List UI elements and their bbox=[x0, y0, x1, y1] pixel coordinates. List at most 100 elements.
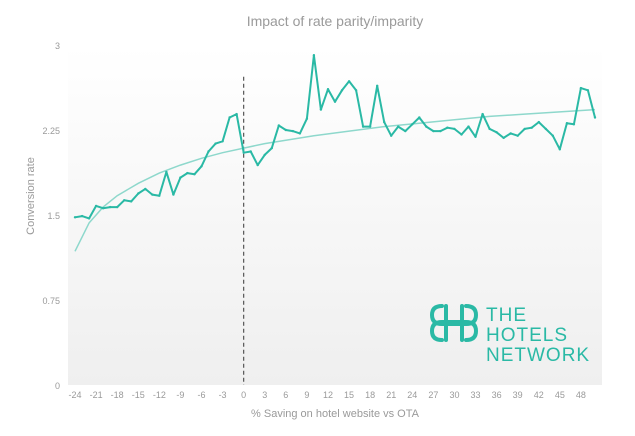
x-tick-label: -3 bbox=[219, 390, 227, 400]
data-point bbox=[586, 89, 590, 92]
x-tick-label: 39 bbox=[513, 390, 523, 400]
data-point bbox=[432, 129, 435, 133]
x-tick-label: 18 bbox=[365, 390, 375, 400]
data-point bbox=[347, 80, 351, 83]
data-point bbox=[87, 217, 91, 220]
data-point bbox=[207, 150, 210, 153]
data-point bbox=[565, 122, 569, 125]
data-point bbox=[333, 100, 337, 103]
data-point bbox=[354, 89, 358, 92]
data-point bbox=[179, 176, 182, 179]
x-tick-label: 3 bbox=[262, 390, 267, 400]
data-point bbox=[593, 116, 597, 119]
x-tick-label: 15 bbox=[344, 390, 354, 400]
data-point bbox=[530, 126, 533, 129]
x-tick-label: 42 bbox=[534, 390, 544, 400]
data-point bbox=[158, 194, 161, 197]
x-tick-label: 0 bbox=[241, 390, 246, 400]
x-tick-label: 9 bbox=[304, 390, 309, 400]
data-point bbox=[558, 148, 561, 151]
x-tick-label: -18 bbox=[111, 390, 124, 400]
trendline bbox=[74, 108, 596, 252]
y-axis-ticks: 0 0.75 1.5 2.25 3 bbox=[42, 41, 60, 391]
data-point bbox=[249, 150, 252, 153]
data-point bbox=[284, 128, 287, 132]
data-point bbox=[242, 151, 245, 154]
x-tick-label: -15 bbox=[132, 390, 145, 400]
x-tick-label: -6 bbox=[197, 390, 205, 400]
data-point bbox=[263, 153, 266, 157]
x-tick-label: 30 bbox=[449, 390, 459, 400]
y-axis-label: Conversion rate bbox=[25, 157, 37, 235]
data-point bbox=[509, 132, 512, 135]
data-point bbox=[109, 205, 112, 209]
data-point bbox=[73, 216, 77, 219]
data-point bbox=[376, 84, 379, 88]
data-point bbox=[130, 200, 133, 203]
logo-text-line1: THE bbox=[486, 305, 527, 326]
data-point bbox=[186, 171, 189, 175]
data-point bbox=[116, 205, 119, 209]
data-point bbox=[502, 136, 505, 140]
data-point bbox=[123, 199, 126, 202]
data-point bbox=[277, 124, 280, 127]
y-tick-label: 3 bbox=[55, 41, 60, 51]
data-point bbox=[572, 123, 576, 126]
data-point bbox=[439, 129, 442, 133]
data-point bbox=[340, 89, 344, 92]
data-point bbox=[256, 163, 259, 167]
data-point bbox=[312, 54, 316, 57]
data-point bbox=[214, 142, 217, 145]
data-point bbox=[94, 204, 98, 208]
y-tick-label: 2.25 bbox=[42, 126, 60, 136]
data-point bbox=[516, 134, 519, 137]
data-point bbox=[151, 193, 154, 196]
data-point bbox=[361, 125, 365, 128]
data-point bbox=[488, 127, 491, 131]
x-tick-label: 27 bbox=[428, 390, 438, 400]
data-point bbox=[144, 187, 147, 191]
x-tick-label: 12 bbox=[323, 390, 333, 400]
data-point bbox=[291, 129, 294, 133]
logo-text-line3: NETWORK bbox=[486, 345, 590, 366]
x-tick-label: -9 bbox=[176, 390, 184, 400]
data-point bbox=[165, 170, 168, 174]
x-tick-label: -24 bbox=[69, 390, 82, 400]
data-point bbox=[544, 127, 547, 131]
data-point bbox=[411, 123, 414, 126]
data-point bbox=[467, 125, 470, 128]
data-point bbox=[579, 86, 583, 90]
data-point bbox=[235, 112, 238, 116]
data-point bbox=[474, 135, 477, 138]
x-tick-label: 21 bbox=[386, 390, 396, 400]
x-tick-label: 36 bbox=[492, 390, 502, 400]
data-point bbox=[425, 125, 428, 128]
data-point bbox=[453, 127, 456, 131]
y-tick-label: 0 bbox=[55, 381, 60, 391]
data-point bbox=[298, 132, 302, 135]
x-axis-ticks: -24 -21 -18 -15 -12 -9 -6 -3 0 3 6 9 12 15 18 21 24 27 30 3… bbox=[69, 390, 586, 400]
data-point bbox=[481, 112, 484, 116]
data-point bbox=[404, 129, 407, 133]
y-tick-label: 1.5 bbox=[47, 211, 60, 221]
data-point bbox=[446, 126, 449, 129]
data-point bbox=[368, 125, 372, 128]
x-tick-label: 6 bbox=[283, 390, 288, 400]
data-point bbox=[305, 117, 309, 120]
x-tick-label: -12 bbox=[153, 390, 166, 400]
data-point bbox=[137, 192, 140, 195]
data-point bbox=[80, 214, 84, 218]
data-point bbox=[551, 134, 554, 137]
x-tick-label: 24 bbox=[407, 390, 417, 400]
company-logo: THE HOTELS NETWORK bbox=[429, 304, 590, 366]
data-point bbox=[495, 131, 498, 134]
data-point bbox=[383, 120, 386, 124]
data-point bbox=[193, 173, 196, 176]
logo-icon bbox=[429, 304, 479, 342]
x-axis-label: % Saving on hotel website vs OTA bbox=[251, 408, 420, 420]
data-point bbox=[270, 146, 273, 150]
data-point bbox=[200, 165, 203, 168]
data-point bbox=[390, 134, 393, 137]
